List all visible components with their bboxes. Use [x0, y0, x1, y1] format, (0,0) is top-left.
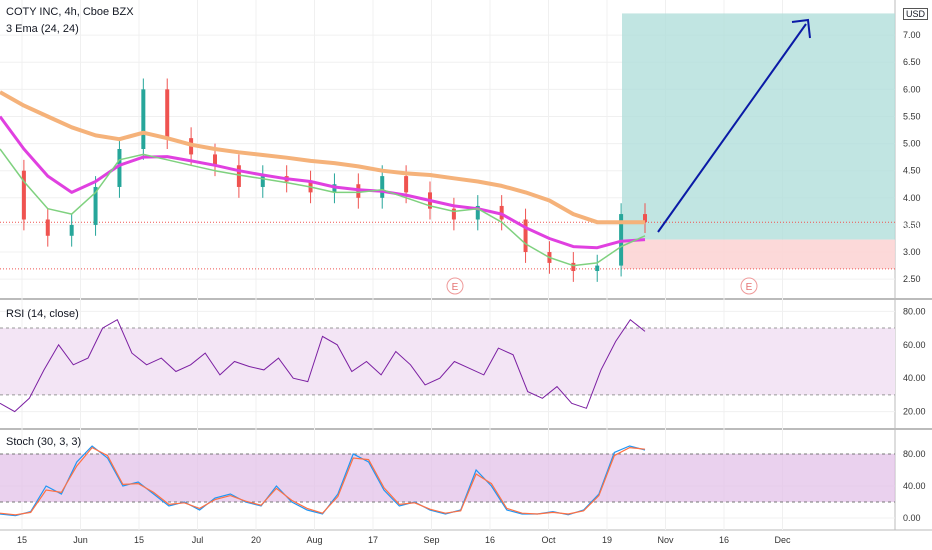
time-tick-label: 17 — [368, 535, 378, 545]
candle-body — [571, 262, 576, 272]
rsi-line — [0, 318, 646, 413]
ema-mid-line — [0, 115, 646, 250]
stop-price-badge: 2.69 — [902, 266, 920, 276]
price-tick-label: 40.00 — [903, 481, 926, 491]
time-tick-label: 20 — [251, 535, 261, 545]
price-tick-label: 80.00 — [903, 306, 926, 316]
ema-slow-line — [0, 90, 645, 225]
rsi-label[interactable]: RSI (14, close) — [6, 308, 79, 320]
time-tick-label: Jun — [73, 535, 88, 545]
price-tick-label: 5.00 — [903, 139, 921, 149]
time-tick-label: Nov — [657, 535, 674, 545]
earnings-marker — [446, 277, 464, 295]
stop-zone — [622, 239, 895, 269]
price-tick-label: 3.00 — [903, 247, 921, 257]
candle-body — [475, 205, 480, 220]
time-tick-label: Jul — [192, 535, 204, 545]
time-tick-label: 15 — [134, 535, 144, 545]
stoch-band — [0, 454, 895, 502]
stoch-d-line — [0, 446, 646, 516]
price-tick-label: 2.50 — [903, 274, 921, 284]
time-tick-label: 15 — [17, 535, 27, 545]
earnings-marker — [740, 277, 758, 295]
candle-body — [21, 170, 26, 220]
price-tick-label: 4.50 — [903, 166, 921, 176]
candle-body — [69, 224, 74, 236]
time-tick-label: 16 — [485, 535, 495, 545]
earnings-marker-label: E — [746, 282, 753, 293]
target-zone — [622, 13, 895, 240]
price-tick-label: 5.50 — [903, 111, 921, 121]
time-tick-label: Sep — [423, 535, 439, 545]
price-tick-label: 4.00 — [903, 193, 921, 203]
price-tick-label: 60.00 — [903, 340, 926, 350]
candle-body — [404, 176, 409, 193]
price-tick-label: 80.00 — [903, 449, 926, 459]
ema-fast-line — [0, 148, 646, 267]
time-tick-label: Oct — [541, 535, 556, 545]
candle-body — [595, 265, 600, 272]
last-price-badge: 3.55 — [902, 221, 920, 231]
candle-body — [117, 149, 122, 187]
price-tick-label: 40.00 — [903, 373, 926, 383]
candle-body — [380, 176, 385, 198]
projection-arrow-head — [791, 18, 811, 39]
price-tick-label: 3.50 — [903, 220, 921, 230]
time-tick-label: 19 — [602, 535, 612, 545]
price-tick-label: 6.00 — [903, 84, 921, 94]
currency-badge[interactable]: USD — [903, 8, 929, 20]
symbol-title[interactable]: COTY INC, 4h, Cboe BZX — [6, 6, 134, 18]
price-tick-label: 0.00 — [903, 513, 921, 523]
candle-body — [141, 89, 146, 149]
candle-body — [93, 186, 98, 225]
candle-body — [451, 208, 456, 220]
projection-arrow — [657, 23, 807, 233]
rsi-band — [0, 328, 895, 395]
candle-body — [236, 165, 241, 187]
price-tick-label: 7.00 — [903, 30, 921, 40]
earnings-marker-label: E — [452, 282, 459, 293]
time-tick-label: Dec — [774, 535, 791, 545]
time-tick-label: Aug — [306, 535, 322, 545]
time-tick-label: 16 — [719, 535, 729, 545]
price-tick-label: 6.50 — [903, 57, 921, 67]
candle-body — [260, 176, 265, 187]
candle-body — [643, 214, 647, 223]
candle-body — [213, 154, 217, 166]
price-tick-label: 20.00 — [903, 407, 926, 417]
candle-body — [523, 219, 528, 253]
entry-price-badge: 3.23 — [902, 238, 920, 248]
candle-body — [45, 219, 50, 236]
stoch-label[interactable]: Stoch (30, 3, 3) — [6, 436, 82, 448]
candle-body — [165, 89, 170, 139]
ema-indicator-label[interactable]: 3 Ema (24, 24) — [6, 23, 79, 35]
